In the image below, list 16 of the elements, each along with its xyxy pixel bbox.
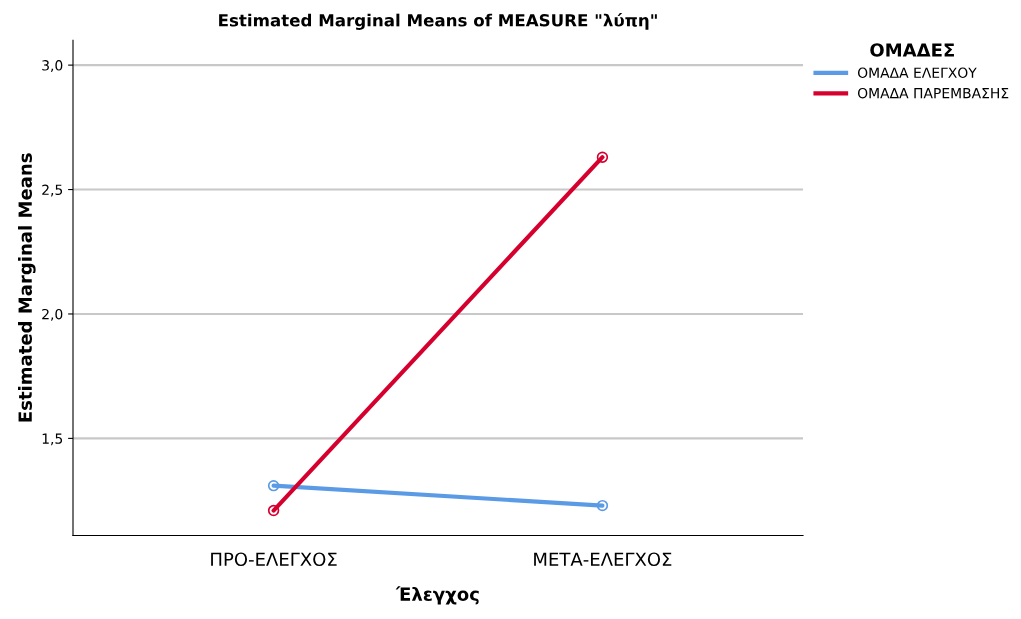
y-axis-title: Estimated Marginal Means: [18, 153, 36, 422]
legend-label: ΟΜΑΔΑ ΕΛΕΓΧΟΥ: [857, 67, 977, 78]
chart-title: Estimated Marginal Means of MEASURE "λύπη": [219, 13, 657, 30]
x-axis-title: Έλεγχος: [395, 586, 479, 605]
y-tick-label: 2,5: [42, 184, 63, 197]
x-tick-label: ΜΕΤΑ-ΕΛΕΓΧΟΣ: [534, 552, 672, 567]
x-tick-label: ΠΡΟ-ΕΛΕΓΧΟΣ: [211, 552, 337, 567]
point: [267, 504, 280, 517]
point: [596, 499, 609, 512]
legend-title: ΟΜΑΔΕΣ: [870, 43, 954, 57]
y-tick-label: 2,0: [42, 308, 63, 321]
y-tick-label: 1,5: [42, 433, 63, 446]
legend-label: ΟΜΑΔΑ ΠΑΡΕΜΒΑΣΗΣ: [857, 87, 1009, 99]
point: [596, 151, 609, 163]
point: [267, 479, 280, 492]
y-tick-label: 3,0: [42, 60, 63, 73]
